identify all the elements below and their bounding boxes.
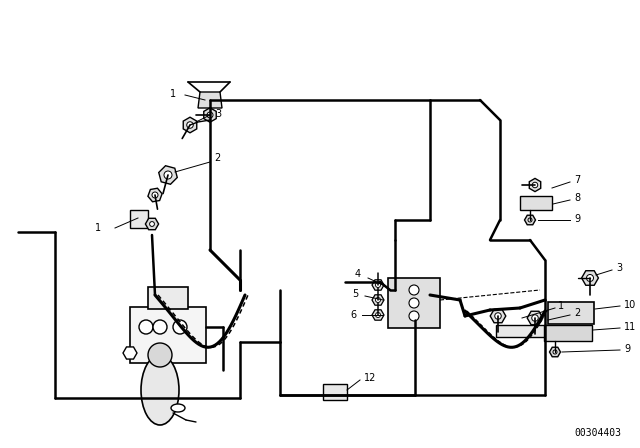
Polygon shape bbox=[123, 347, 137, 359]
Polygon shape bbox=[529, 178, 541, 192]
Text: 8: 8 bbox=[574, 193, 580, 203]
Polygon shape bbox=[550, 347, 561, 357]
Bar bbox=[323, 384, 347, 400]
Circle shape bbox=[528, 218, 532, 222]
Bar bbox=[544, 325, 592, 341]
Circle shape bbox=[376, 313, 381, 318]
Text: 5: 5 bbox=[352, 289, 358, 299]
Circle shape bbox=[150, 222, 154, 226]
Polygon shape bbox=[490, 309, 506, 323]
Circle shape bbox=[553, 350, 557, 354]
Polygon shape bbox=[183, 117, 196, 133]
Bar bbox=[130, 307, 206, 363]
Polygon shape bbox=[372, 295, 384, 305]
Text: 12: 12 bbox=[364, 373, 376, 383]
Circle shape bbox=[376, 297, 381, 302]
Polygon shape bbox=[130, 210, 148, 228]
Ellipse shape bbox=[171, 404, 185, 412]
Bar bbox=[520, 196, 552, 210]
Circle shape bbox=[152, 192, 158, 198]
Polygon shape bbox=[372, 280, 384, 290]
Text: 9: 9 bbox=[574, 214, 580, 224]
Text: 1: 1 bbox=[170, 89, 176, 99]
Circle shape bbox=[207, 112, 213, 118]
Bar bbox=[148, 287, 188, 309]
Text: 9: 9 bbox=[624, 344, 630, 354]
Circle shape bbox=[409, 285, 419, 295]
Text: 7: 7 bbox=[574, 175, 580, 185]
Bar bbox=[496, 325, 548, 337]
Circle shape bbox=[187, 122, 193, 128]
Circle shape bbox=[153, 320, 167, 334]
Text: 3: 3 bbox=[215, 109, 221, 119]
Polygon shape bbox=[582, 271, 598, 285]
Circle shape bbox=[532, 182, 538, 188]
Circle shape bbox=[164, 171, 172, 179]
Text: 1: 1 bbox=[558, 301, 564, 311]
Circle shape bbox=[409, 298, 419, 308]
Polygon shape bbox=[159, 166, 177, 184]
Polygon shape bbox=[527, 311, 543, 325]
Circle shape bbox=[173, 320, 187, 334]
Circle shape bbox=[139, 320, 153, 334]
Text: 2: 2 bbox=[574, 308, 580, 318]
Circle shape bbox=[495, 313, 501, 319]
Ellipse shape bbox=[141, 355, 179, 425]
Polygon shape bbox=[145, 218, 159, 230]
Text: 4: 4 bbox=[355, 269, 361, 279]
Bar bbox=[548, 302, 594, 324]
Polygon shape bbox=[148, 188, 162, 202]
Circle shape bbox=[376, 283, 381, 288]
Circle shape bbox=[586, 275, 593, 281]
Text: 1: 1 bbox=[95, 223, 101, 233]
Text: 10: 10 bbox=[624, 300, 636, 310]
Text: 2: 2 bbox=[214, 153, 220, 163]
Polygon shape bbox=[372, 310, 384, 320]
Polygon shape bbox=[525, 215, 536, 225]
Text: 3: 3 bbox=[616, 263, 622, 273]
Circle shape bbox=[532, 315, 538, 321]
Text: 11: 11 bbox=[624, 322, 636, 332]
Text: 00304403: 00304403 bbox=[575, 428, 621, 438]
Polygon shape bbox=[204, 108, 216, 122]
Text: 6: 6 bbox=[350, 310, 356, 320]
Bar bbox=[388, 278, 440, 328]
Polygon shape bbox=[198, 92, 222, 108]
Circle shape bbox=[148, 343, 172, 367]
Circle shape bbox=[409, 311, 419, 321]
